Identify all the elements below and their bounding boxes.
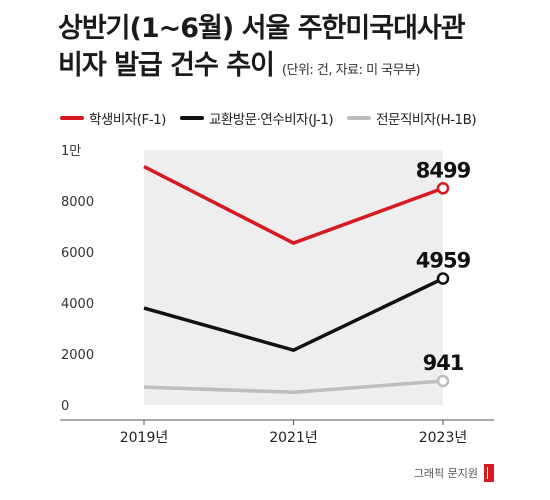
unit-note: (단위: 건, 자료: 미 국무부): [281, 63, 421, 78]
series-line-0: [143, 165, 444, 245]
y-tick-label: 2000: [61, 348, 94, 363]
x-tick-label: 2021년: [269, 430, 318, 446]
legend-item-exchange: 교환방문·연수비자(J-1): [179, 108, 334, 128]
legend-label-professional: 전문직비자(H-1B): [376, 112, 477, 128]
series-end-point-1: [436, 272, 450, 285]
y-tick-label: 0: [61, 399, 69, 414]
credit-text: 그래픽 문지원: [413, 467, 478, 480]
series-line-1: [143, 276, 444, 353]
credit: 그래픽 문지원: [414, 464, 494, 482]
legend: 학생비자(F-1) 교환방문·연수비자(J-1) 전문직비자(H-1B): [60, 108, 494, 128]
y-tick-label: 8000: [61, 195, 94, 210]
chart-title-line2-text: 비자 발급 건수 추이: [58, 50, 275, 81]
legend-swatch-professional: [347, 116, 372, 120]
legend-label-exchange: 교환방문·연수비자(J-1): [208, 112, 334, 128]
legend-label-student: 학생비자(F-1): [89, 112, 166, 128]
data-label-2: 941: [423, 351, 464, 375]
y-tick-label: 6000: [61, 246, 94, 261]
y-tick-label: 4000: [61, 297, 94, 312]
data-label-1: 4959: [416, 249, 471, 273]
publisher-logo-icon: [484, 464, 494, 482]
chart-title-line1: 상반기(1~6월) 서울 주한미국대사관: [58, 13, 466, 44]
series-end-point-0: [436, 182, 450, 195]
legend-item-professional: 전문직비자(H-1B): [347, 108, 477, 128]
chart-title-line2: 비자 발급 건수 추이 (단위: 건, 자료: 미 국무부): [58, 47, 465, 89]
legend-item-student: 학생비자(F-1): [60, 108, 166, 128]
x-tick-label: 2019년: [120, 430, 169, 446]
title-block: 상반기(1~6월) 서울 주한미국대사관 비자 발급 건수 추이 (단위: 건, …: [58, 10, 466, 89]
series-line-2: [143, 379, 444, 395]
x-tick-label: 2023년: [419, 430, 468, 446]
series-end-point-2: [436, 374, 450, 388]
data-label-0: 8499: [416, 158, 471, 182]
legend-swatch-student: [60, 116, 84, 120]
y-tick-label: 1만: [61, 144, 81, 159]
legend-swatch-exchange: [179, 116, 204, 120]
